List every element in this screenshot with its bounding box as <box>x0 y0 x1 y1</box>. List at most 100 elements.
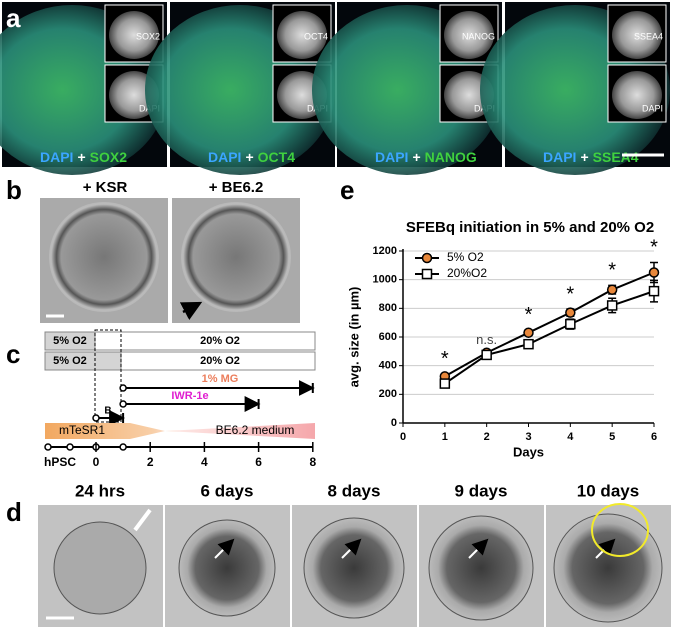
time-label: 10 days <box>577 481 639 500</box>
point <box>481 349 492 361</box>
organoid <box>53 521 147 615</box>
inset-label: SOX2 <box>136 31 160 41</box>
x-tick-label: 2 <box>484 431 490 443</box>
panel-b-label: + BE6.2 <box>209 179 264 196</box>
organoid <box>178 519 276 617</box>
point <box>523 338 534 350</box>
point <box>439 378 451 389</box>
y-tick-label: 600 <box>379 331 397 343</box>
y-tick-label: 1000 <box>373 274 397 286</box>
arrow <box>133 508 152 532</box>
arrow <box>179 301 203 321</box>
medium-label: mTeSR1 <box>59 423 105 437</box>
x-axis-label: Days <box>513 444 544 459</box>
y-tick-label: 0 <box>391 417 397 429</box>
arrow <box>595 538 616 559</box>
caption-part: + <box>580 149 588 165</box>
outline <box>591 503 649 557</box>
caption: DAPI + OCT4 <box>208 149 295 165</box>
arrow <box>341 538 362 559</box>
start-dot <box>119 400 127 408</box>
timeline-dot <box>44 443 52 451</box>
caption-part: + <box>77 149 85 165</box>
time-label: 6 days <box>201 481 254 500</box>
caption-part: + <box>412 149 420 165</box>
annotation: * <box>566 283 574 305</box>
window <box>94 329 122 423</box>
organoid <box>553 513 663 623</box>
annotation: * <box>608 260 616 282</box>
x-tick-label: 6 <box>651 431 657 443</box>
b-label: B <box>104 406 111 417</box>
caption: DAPI + NANOG <box>375 149 477 165</box>
time-label: 24 hrs <box>75 481 125 500</box>
caption-part: + <box>245 149 253 165</box>
x-tick-label: 3 <box>525 431 531 443</box>
point <box>565 318 576 330</box>
point <box>606 300 618 311</box>
medium-bar <box>45 423 315 439</box>
medium-label: BE6.2 medium <box>216 423 295 437</box>
organoid <box>181 202 291 312</box>
time-label: 9 days <box>455 481 508 500</box>
timeline-tick-label: 6 <box>255 455 262 469</box>
y-tick-label: 200 <box>379 388 397 400</box>
legend-marker <box>421 252 433 264</box>
panel-label: e <box>340 175 354 205</box>
caption-part: SSEA4 <box>593 149 639 165</box>
organoid <box>303 517 405 619</box>
caption-part: NANOG <box>425 149 477 165</box>
organoid <box>49 202 159 312</box>
organoid <box>428 515 534 621</box>
x-tick-label: 1 <box>442 431 448 443</box>
caption-part: DAPI <box>543 149 576 165</box>
legend-label: 20%O2 <box>447 266 487 280</box>
annotation: * <box>441 348 449 370</box>
condition: 5% O2 <box>53 335 87 347</box>
timeline-dot <box>66 443 74 451</box>
timeline-start: hPSC <box>44 455 76 469</box>
panel-label: d <box>6 497 22 527</box>
point <box>648 285 660 297</box>
condition: 20% O2 <box>200 335 240 347</box>
inset-label: NANOG <box>462 31 495 41</box>
y-axis-label: avg. size (in µm) <box>346 287 361 388</box>
caption-part: DAPI <box>375 149 408 165</box>
inset-colony <box>612 71 662 119</box>
panel-b-label: + KSR <box>83 179 128 196</box>
point <box>606 284 618 295</box>
inset-label: DAPI <box>642 103 663 113</box>
panel-label: b <box>6 175 22 205</box>
legend-marker <box>421 268 433 280</box>
timeline-dot <box>119 443 127 451</box>
caption-part: OCT4 <box>258 149 296 165</box>
annotation: * <box>650 237 658 259</box>
y-tick-label: 1200 <box>373 245 397 257</box>
annotation: * <box>525 304 533 326</box>
chart-title: SFEBq initiation in 5% and 20% O2 <box>406 219 654 236</box>
timeline-tick-label: 2 <box>147 455 154 469</box>
timeline-tick-label: 0 <box>93 455 100 469</box>
start-dot <box>119 384 127 392</box>
series-line <box>444 271 655 378</box>
inset-colony <box>277 11 327 59</box>
time-label: 8 days <box>328 481 381 500</box>
inset-label: OCT4 <box>304 31 328 41</box>
caption-part: SOX2 <box>90 149 128 165</box>
start-dot <box>92 414 100 422</box>
caption-part: DAPI <box>40 149 73 165</box>
timeline-tick-label: 8 <box>309 455 316 469</box>
arrow <box>468 538 489 559</box>
legend-label: 5% O2 <box>447 250 484 264</box>
x-tick-label: 5 <box>609 431 615 443</box>
panel-label: a <box>6 3 21 33</box>
mg-label: 1% MG <box>202 373 239 385</box>
x-tick-label: 4 <box>567 431 574 443</box>
caption-part: DAPI <box>208 149 241 165</box>
x-tick-label: 0 <box>400 431 406 443</box>
condition: 20% O2 <box>200 355 240 367</box>
inset-colony <box>109 11 159 59</box>
inset-colony <box>444 11 494 59</box>
point <box>565 307 576 318</box>
